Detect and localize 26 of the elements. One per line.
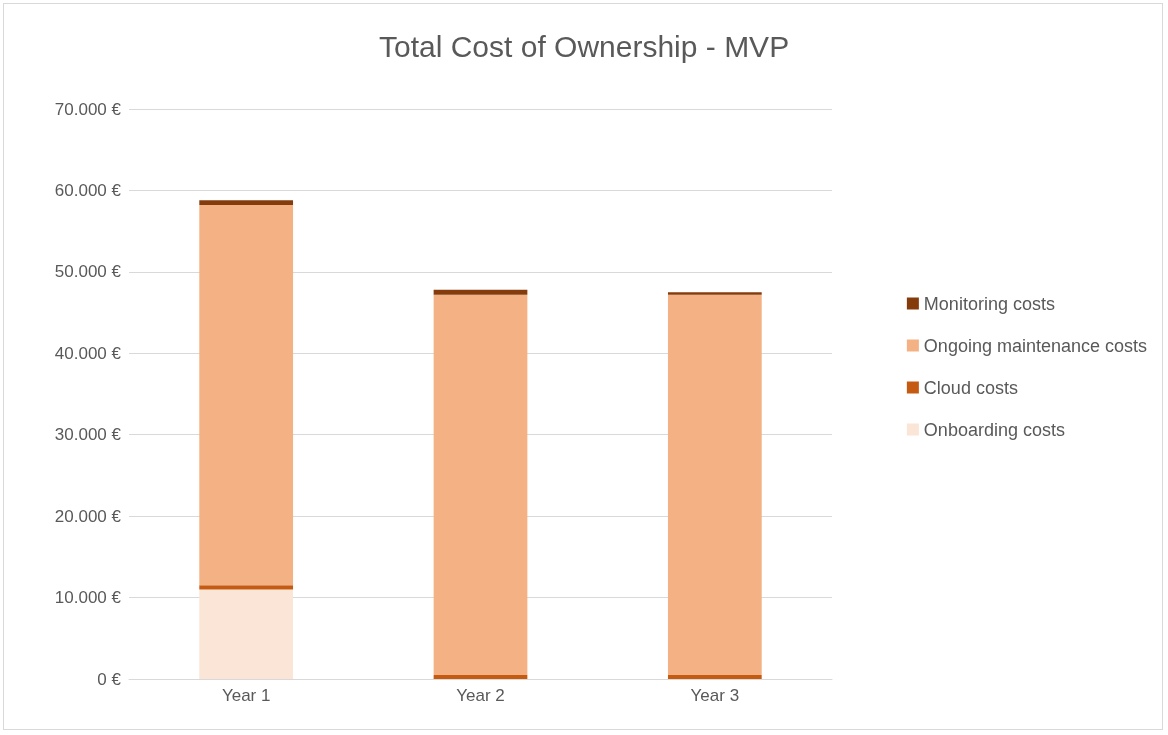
bar bbox=[667, 674, 762, 679]
y-tick-label: 50.000 € bbox=[54, 262, 122, 282]
x-tick-label: Year 3 bbox=[690, 686, 740, 705]
y-tick-label: 0 € bbox=[97, 669, 122, 689]
bar bbox=[433, 674, 528, 679]
y-tick-label: 10.000 € bbox=[54, 588, 122, 608]
bar bbox=[199, 205, 294, 586]
bar bbox=[199, 585, 294, 590]
y-tick-label: 20.000 € bbox=[54, 506, 122, 526]
y-tick-label: 40.000 € bbox=[54, 343, 122, 363]
legend-label: Ongoing maintenance costs bbox=[923, 335, 1147, 356]
legend-label: Cloud costs bbox=[923, 377, 1018, 398]
bar bbox=[199, 200, 294, 206]
bar bbox=[667, 294, 762, 675]
y-tick-label: 70.000 € bbox=[54, 99, 122, 119]
y-tick-label: 30.000 € bbox=[54, 425, 122, 445]
x-tick-label: Year 2 bbox=[456, 686, 505, 705]
legend-label: Monitoring costs bbox=[923, 293, 1055, 314]
bar bbox=[199, 589, 294, 679]
bar bbox=[433, 294, 528, 675]
y-tick-label: 60.000 € bbox=[54, 180, 122, 200]
bar bbox=[667, 292, 762, 295]
legend-label: Onboarding costs bbox=[923, 419, 1065, 440]
bar bbox=[433, 289, 528, 295]
x-tick-label: Year 1 bbox=[221, 686, 271, 705]
chart-title: Total Cost of Ownership - MVP bbox=[379, 29, 790, 63]
